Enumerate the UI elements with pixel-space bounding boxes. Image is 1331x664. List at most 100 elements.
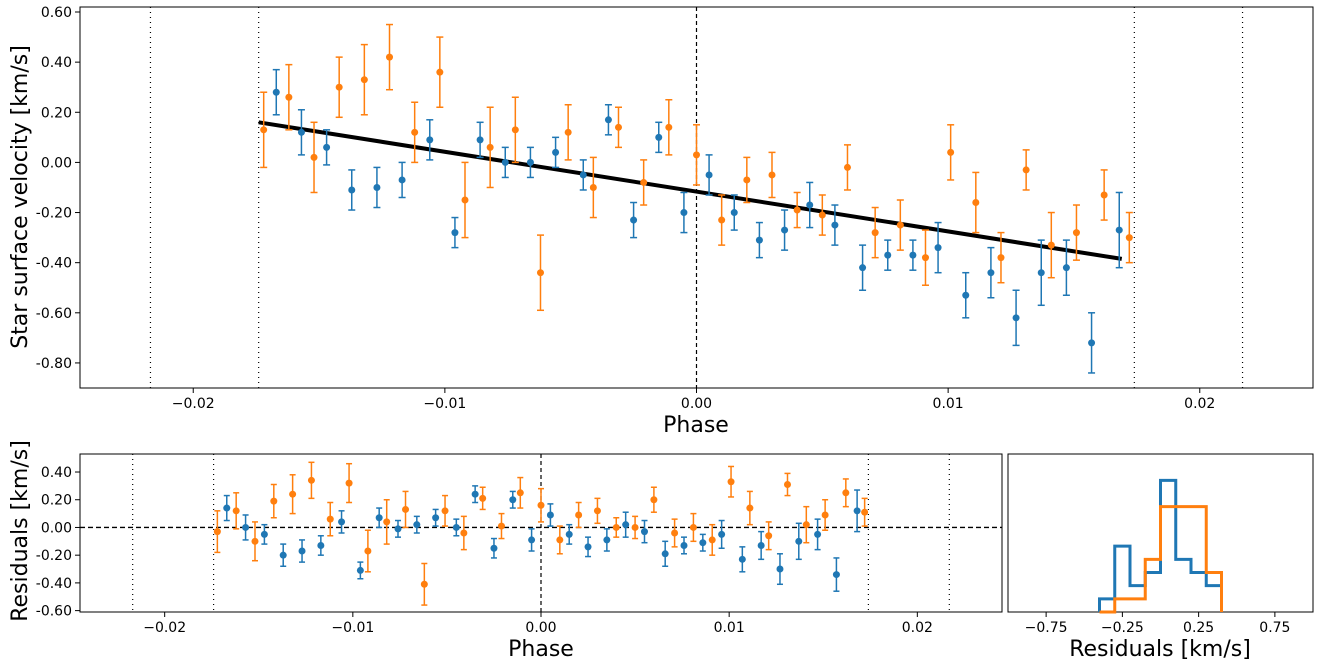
data-point: [1125, 211, 1133, 264]
point-marker: [511, 126, 519, 134]
data-point: [972, 171, 980, 234]
point-marker: [411, 128, 419, 136]
data-point: [962, 271, 970, 319]
data-point: [511, 96, 519, 164]
point-marker: [242, 523, 250, 531]
point-marker: [842, 489, 850, 497]
point-marker: [604, 116, 612, 124]
data-point: [832, 557, 840, 592]
data-point: [386, 23, 394, 91]
point-marker: [373, 183, 381, 191]
top-model-line: [258, 120, 1123, 261]
data-point: [818, 194, 826, 236]
point-marker: [795, 537, 803, 545]
data-point: [593, 497, 601, 525]
x-tick-label: −0.25: [1101, 620, 1144, 636]
y-tick-label: -0.40: [36, 256, 72, 272]
point-marker: [509, 496, 517, 504]
data-point: [272, 68, 280, 116]
residuals-data-points: [213, 461, 869, 606]
data-point: [814, 518, 822, 551]
point-marker: [552, 148, 560, 156]
point-marker: [640, 528, 648, 536]
point-marker: [821, 511, 829, 519]
data-point: [1037, 239, 1045, 307]
point-marker: [665, 123, 673, 131]
point-marker: [386, 53, 394, 61]
point-marker: [260, 126, 268, 134]
point-marker: [671, 529, 679, 537]
x-tick-label: 0.75: [1259, 620, 1290, 636]
point-marker: [402, 505, 410, 513]
data-point: [285, 63, 293, 131]
point-marker: [921, 254, 929, 262]
data-point: [251, 521, 259, 562]
point-marker: [279, 551, 287, 559]
data-point: [1088, 312, 1096, 374]
data-point: [411, 101, 419, 164]
point-marker: [1062, 264, 1070, 272]
point-marker: [436, 68, 444, 76]
data-point: [364, 529, 372, 573]
point-marker: [871, 229, 879, 237]
data-point: [699, 533, 707, 552]
data-point: [426, 119, 434, 161]
point-marker: [272, 88, 280, 96]
data-point: [859, 244, 867, 291]
data-point: [708, 523, 716, 556]
data-point: [270, 483, 278, 519]
data-point: [655, 121, 663, 154]
point-marker: [298, 547, 306, 555]
point-marker: [289, 490, 297, 498]
point-marker: [223, 504, 231, 512]
data-point: [743, 156, 751, 204]
data-point: [843, 144, 851, 191]
point-marker: [781, 226, 789, 234]
data-point: [526, 146, 534, 179]
point-marker: [640, 178, 648, 186]
top-x-axis-title: Phase: [663, 413, 729, 438]
data-point: [310, 121, 318, 194]
point-marker: [451, 229, 459, 237]
data-point: [612, 517, 620, 538]
data-point: [661, 540, 669, 568]
data-point: [650, 486, 658, 513]
data-point: [345, 462, 353, 504]
data-point: [575, 501, 583, 529]
data-point: [665, 98, 673, 156]
point-marker: [843, 163, 851, 171]
data-point: [476, 121, 484, 159]
point-marker: [432, 514, 440, 522]
residuals-x-axis-title: Phase: [508, 637, 574, 662]
data-point: [552, 136, 560, 169]
point-marker: [413, 521, 421, 529]
point-marker: [746, 504, 754, 512]
point-marker: [693, 151, 700, 159]
point-marker: [727, 478, 735, 486]
data-point: [831, 204, 839, 246]
y-tick-label: 0.20: [41, 493, 72, 509]
point-marker: [326, 515, 334, 523]
point-marker: [323, 143, 331, 151]
data-point: [730, 194, 738, 231]
point-marker: [364, 547, 372, 555]
data-point: [338, 510, 346, 534]
data-point: [565, 523, 573, 545]
y-tick-label: 0.40: [41, 55, 72, 71]
point-marker: [738, 555, 746, 563]
point-marker: [575, 511, 583, 519]
point-marker: [743, 176, 751, 184]
point-marker: [593, 507, 601, 515]
data-point: [432, 508, 440, 527]
data-point: [260, 523, 268, 545]
data-point: [640, 159, 648, 206]
data-point: [461, 161, 469, 239]
point-marker: [584, 543, 592, 551]
data-point: [546, 503, 554, 527]
data-point: [536, 234, 544, 312]
data-point: [1012, 289, 1020, 347]
data-point: [604, 104, 612, 136]
data-point: [1047, 211, 1055, 279]
data-point: [375, 507, 383, 529]
data-point: [490, 537, 498, 559]
